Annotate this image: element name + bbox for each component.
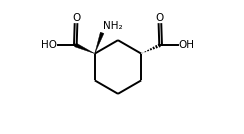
Polygon shape — [95, 32, 104, 54]
Polygon shape — [74, 43, 95, 54]
Text: HO: HO — [41, 40, 57, 50]
Text: O: O — [156, 13, 164, 23]
Text: O: O — [72, 13, 80, 23]
Text: OH: OH — [179, 40, 195, 50]
Text: NH₂: NH₂ — [103, 21, 122, 31]
